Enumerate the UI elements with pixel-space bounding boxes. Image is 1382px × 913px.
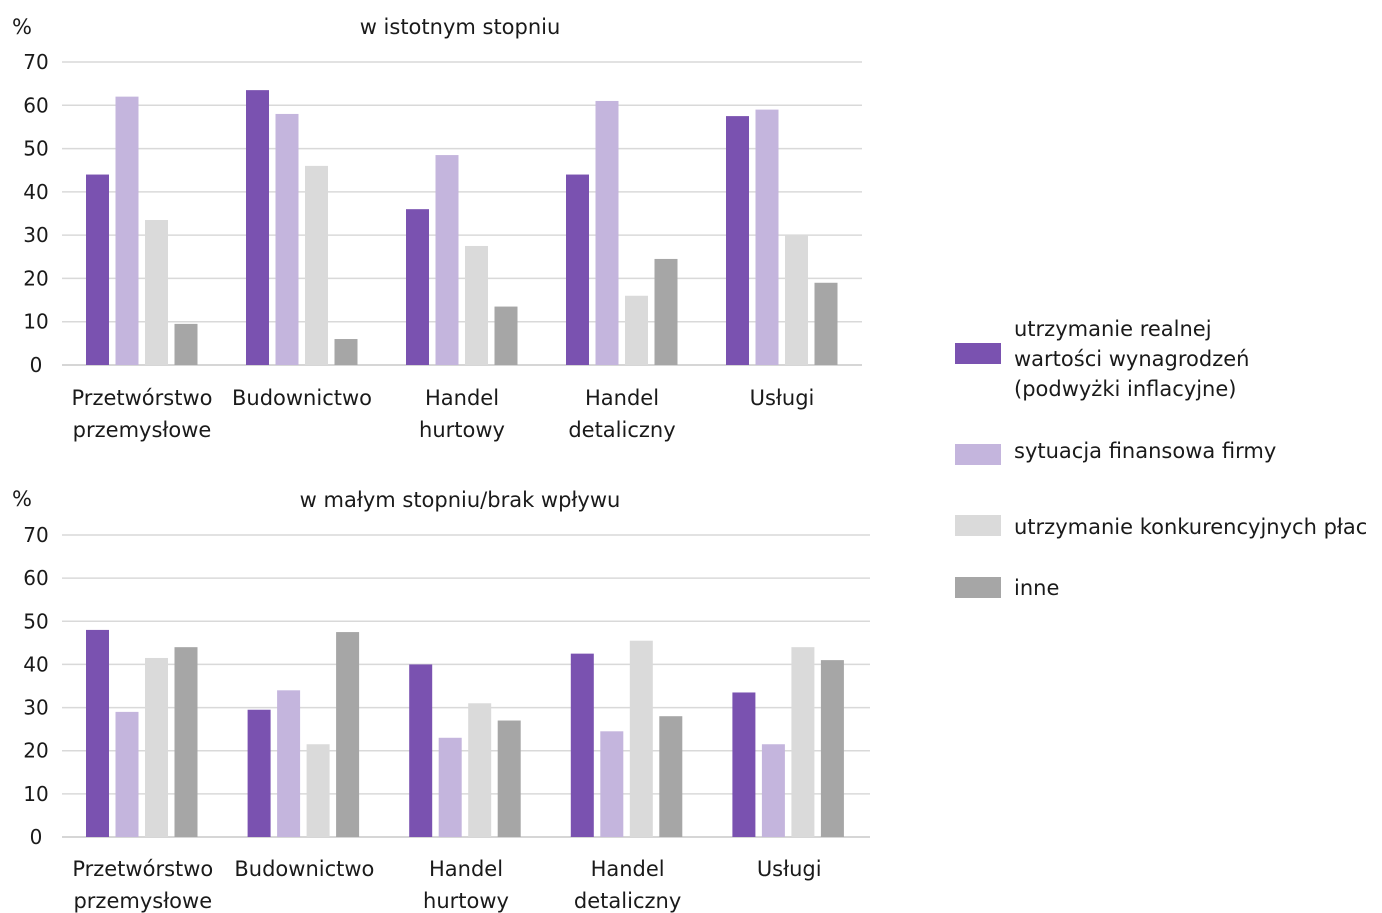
x-tick-label: Usługi: [757, 857, 822, 881]
bar: [600, 731, 624, 837]
bar: [174, 323, 198, 365]
bar: [625, 295, 648, 365]
bar: [86, 629, 109, 837]
y-axis-unit: %: [12, 15, 32, 39]
bar: [174, 647, 198, 837]
bar: [785, 235, 808, 365]
bar: [115, 96, 139, 365]
y-axis-unit: %: [12, 487, 32, 511]
bar: [595, 100, 619, 365]
y-tick-label: 40: [23, 652, 48, 676]
bar: [654, 258, 678, 365]
bar: [115, 711, 139, 837]
bar: [732, 692, 756, 837]
legend-swatch: [955, 444, 1001, 465]
bar: [277, 690, 301, 837]
x-tick-label: Przetwórstwo przemysłowe: [72, 386, 213, 442]
x-tick-label: Budownictwo: [232, 386, 372, 410]
chart-panel-malym: w małym stopniu/brak wpływu % 0 10 20 30 40 5…: [12, 487, 870, 913]
bar: [566, 174, 589, 365]
legend-label: utrzymanie realnej wartości wynagrodzeń (p…: [1014, 317, 1249, 401]
bar: [791, 647, 815, 837]
bar: [497, 720, 521, 837]
bar: [814, 282, 838, 365]
bar: [761, 744, 785, 837]
bar: [438, 737, 462, 837]
bar: [409, 664, 433, 837]
y-tick-label: 50: [23, 609, 48, 633]
y-tick-label: 10: [23, 782, 48, 806]
x-tick-label: Usługi: [750, 386, 815, 410]
y-tick-label: 0: [30, 825, 43, 849]
legend-label: utrzymanie konkurencyjnych płac: [1014, 515, 1367, 539]
chart-title: w istotnym stopniu: [360, 15, 561, 39]
bar: [145, 219, 168, 365]
bar: [468, 703, 492, 837]
bar: [275, 113, 299, 365]
legend-label: sytuacja finansowa firmy: [1014, 439, 1276, 463]
bar: [334, 339, 358, 365]
bar: [659, 716, 683, 837]
y-tick-label: 70: [23, 523, 48, 547]
x-tick-label: Handel detaliczny: [568, 386, 675, 442]
y-tick-label: 60: [23, 566, 48, 590]
bar: [306, 744, 330, 837]
y-tick-label: 20: [23, 739, 48, 763]
chart-panel-istotnym: w istotnym stopniu % 0 10 20 30 40 50 60 70 Prze…: [12, 15, 862, 442]
bar: [86, 174, 109, 365]
bar: [247, 709, 271, 837]
x-tick-label: Przetwórstwo przemysłowe: [72, 857, 213, 913]
y-tick-label: 30: [23, 696, 48, 720]
legend-label: inne: [1014, 576, 1059, 600]
bar: [406, 209, 429, 365]
bar: [726, 116, 749, 365]
y-tick-label: 10: [23, 310, 48, 334]
y-tick-label: 70: [23, 50, 48, 74]
bar: [570, 653, 594, 837]
legend-swatch: [955, 577, 1001, 598]
x-tick-label: Handel detaliczny: [574, 857, 681, 913]
bar: [465, 245, 488, 365]
chart-legend: utrzymanie realnej wartości wynagrodzeń (p…: [955, 317, 1367, 600]
y-tick-label: 30: [23, 223, 48, 247]
y-tick-label: 60: [23, 93, 48, 117]
legend-swatch: [955, 343, 1001, 364]
x-tick-label: Handel hurtowy: [419, 386, 505, 442]
bar: [629, 640, 653, 837]
bar: [494, 306, 518, 365]
bar: [755, 109, 779, 365]
y-tick-label: 40: [23, 180, 48, 204]
bar: [820, 660, 844, 837]
y-tick-label: 50: [23, 137, 48, 161]
chart-title: w małym stopniu/brak wpływu: [300, 488, 621, 512]
bar: [435, 155, 459, 365]
bar: [336, 632, 360, 837]
bar: [305, 165, 328, 365]
x-tick-label: Budownictwo: [234, 857, 374, 881]
legend-swatch: [955, 515, 1001, 536]
y-tick-label: 20: [23, 266, 48, 290]
bar: [246, 90, 269, 365]
bar: [145, 657, 168, 837]
y-tick-label: 0: [30, 353, 43, 377]
x-tick-label: Handel hurtowy: [423, 857, 509, 913]
